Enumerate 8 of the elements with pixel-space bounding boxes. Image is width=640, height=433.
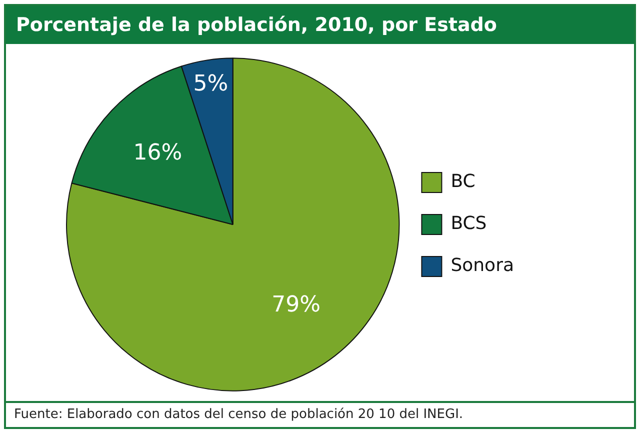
data-label: 79%: [272, 292, 321, 318]
legend-label: BCS: [450, 213, 487, 234]
legend-label: BC: [450, 171, 476, 192]
source-note: Fuente: Elaborado con datos del censo de población 20 10 del INEGI.: [6, 401, 634, 427]
chart-title: Porcentaje de la población, 2010, por Estado: [6, 6, 634, 44]
legend-label: Sonora: [450, 255, 514, 276]
data-label: 16%: [133, 140, 182, 166]
data-label: 5%: [193, 72, 228, 97]
